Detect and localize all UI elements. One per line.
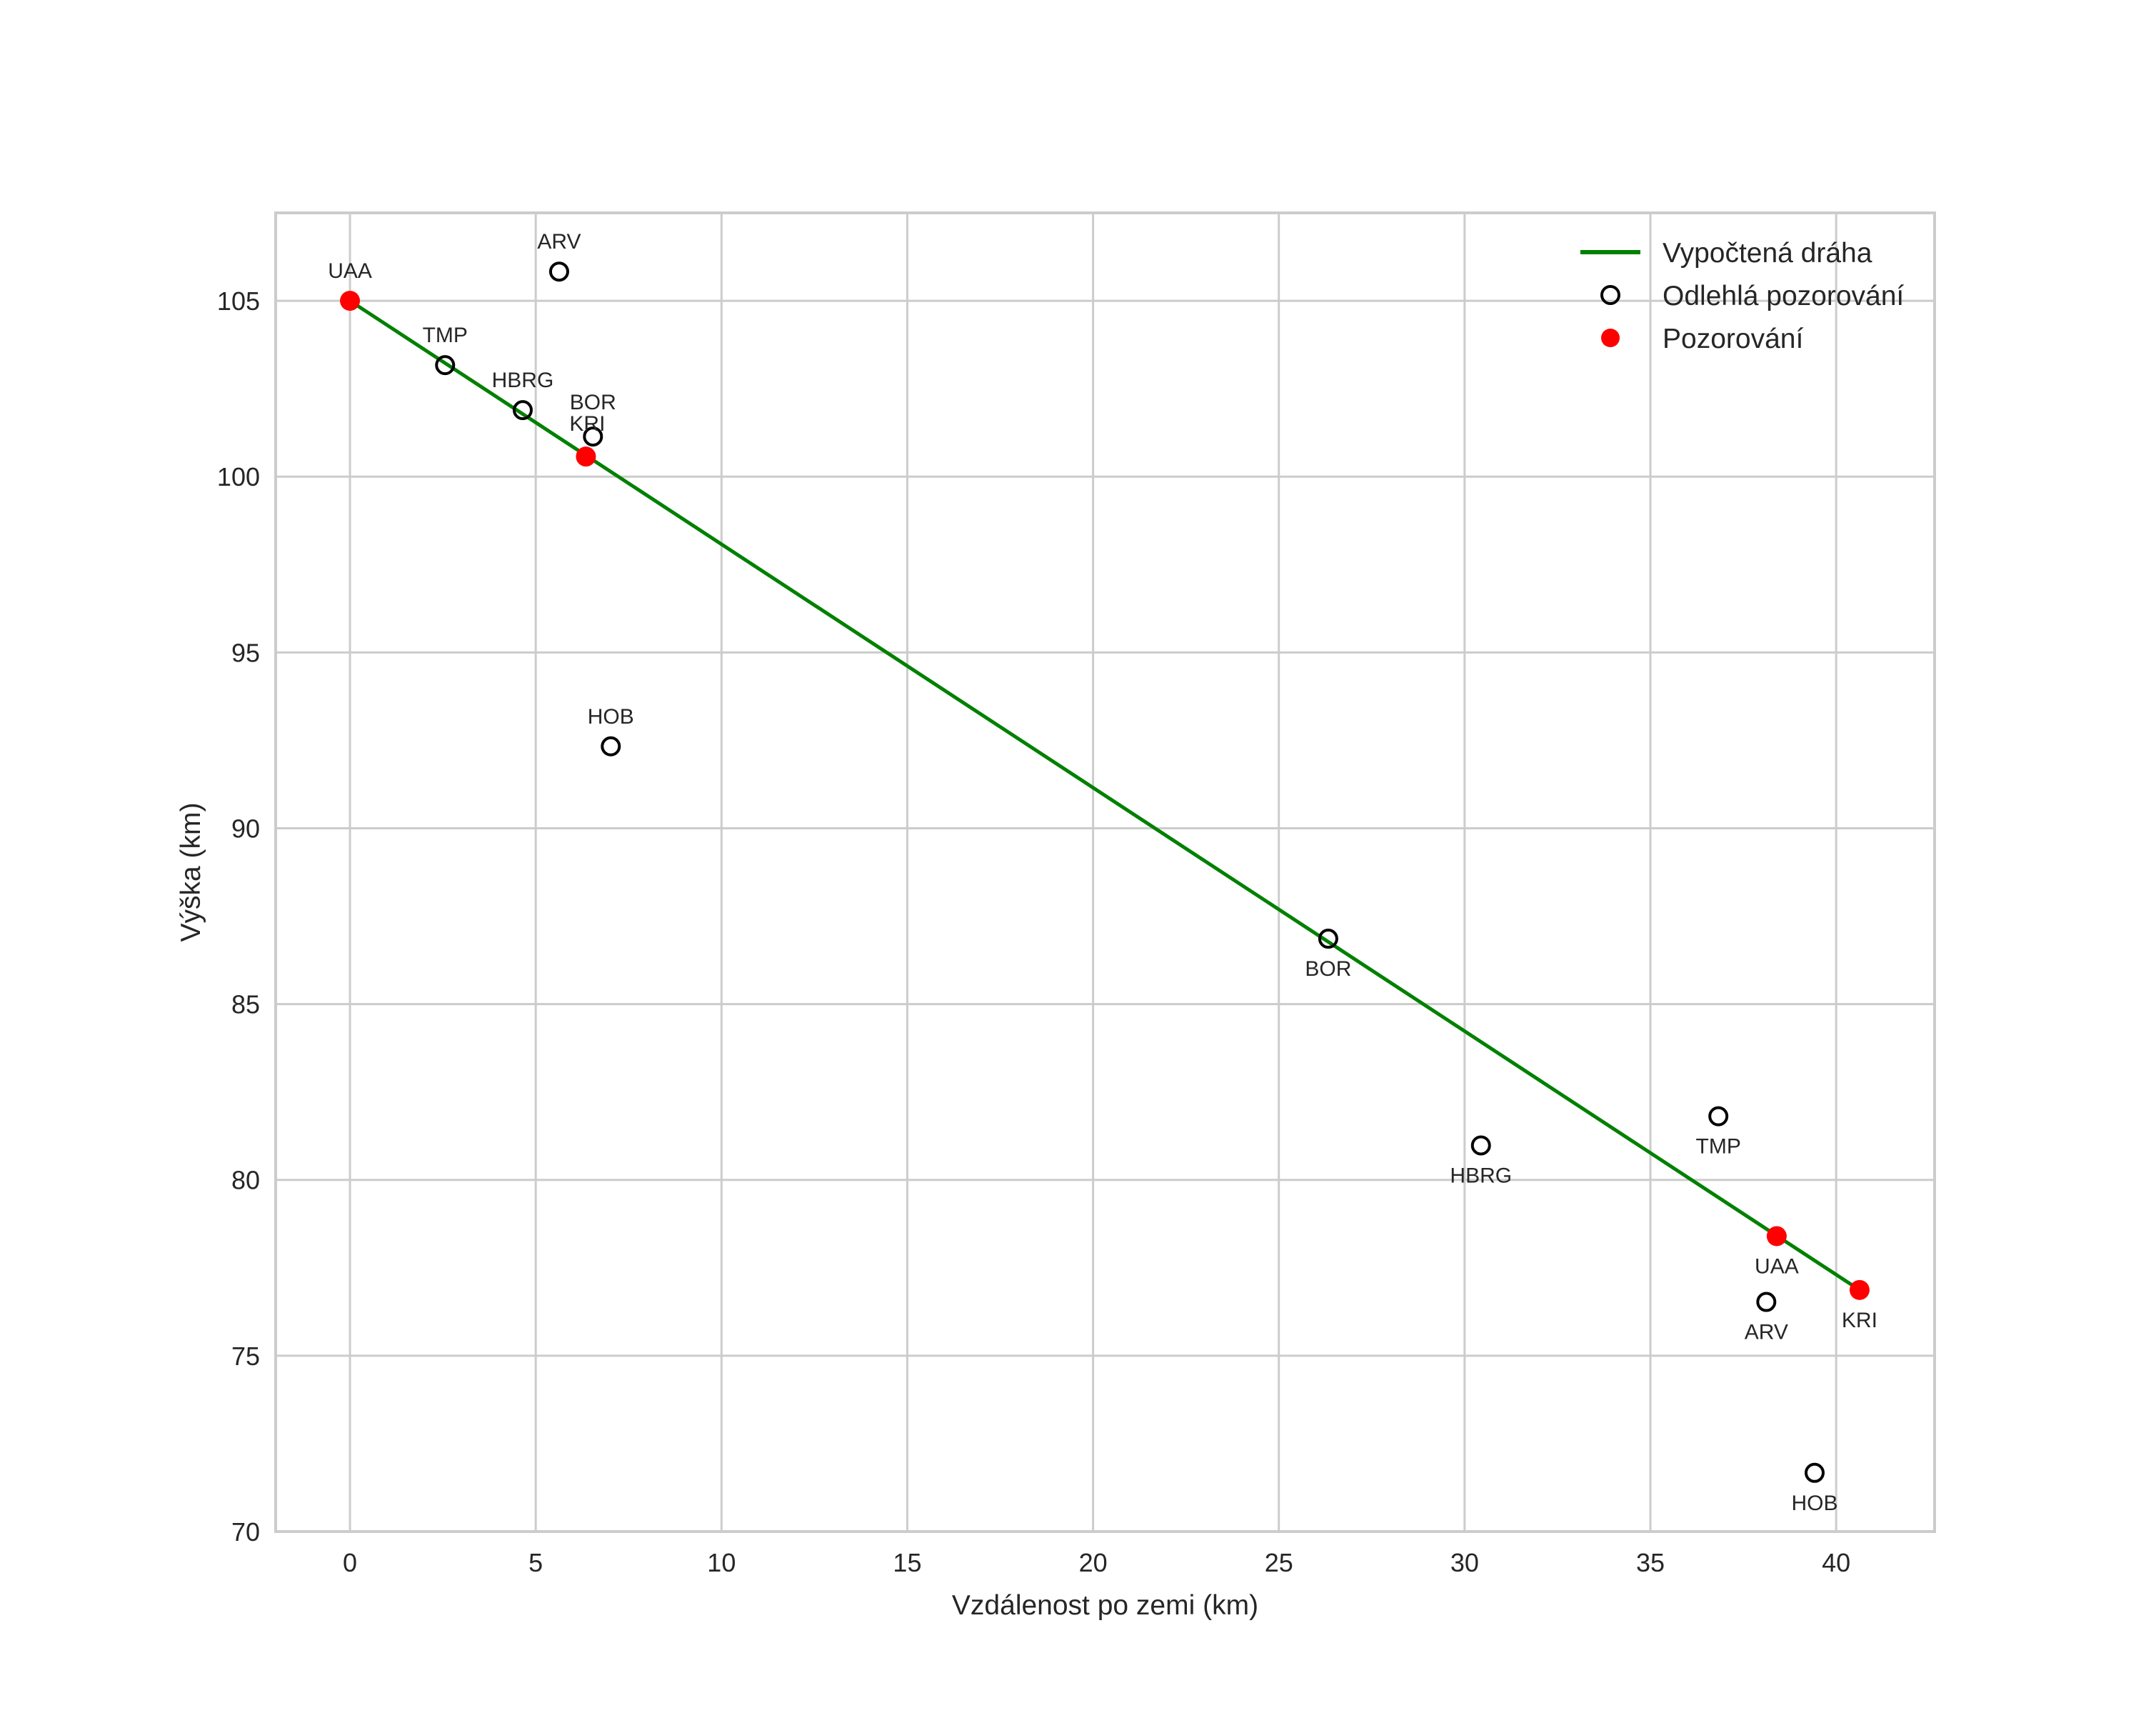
y-tick-label: 75 — [231, 1342, 260, 1371]
outlier-marker — [512, 400, 533, 421]
x-tick-label: 15 — [893, 1548, 921, 1577]
data-series — [340, 261, 1870, 1483]
legend-label-outliers: Odlehlá pozorování — [1663, 281, 1904, 311]
point-label: ARV — [537, 230, 581, 254]
x-tick-label: 40 — [1822, 1548, 1850, 1577]
outlier-marker — [1318, 929, 1338, 949]
point-label: TMP — [1696, 1135, 1741, 1159]
outlier-marker — [1804, 1462, 1825, 1483]
outlier-marker — [1470, 1135, 1491, 1156]
legend-label-computed-path: Vypočtená dráha — [1663, 238, 1872, 269]
point-label: UAA — [1755, 1254, 1799, 1278]
x-tick-label: 35 — [1636, 1548, 1665, 1577]
computed-path-line — [349, 299, 1861, 1292]
point-label: BOR — [570, 391, 616, 414]
x-tick-label: 25 — [1265, 1548, 1293, 1577]
point-label: HOB — [1791, 1492, 1837, 1515]
legend-open-circle-icon — [1600, 285, 1620, 305]
y-tick-label: 95 — [231, 638, 260, 667]
x-tick-label: 0 — [343, 1548, 357, 1577]
point-labels: ARV TMP HBRG BOR HOB BOR HBRG TMP ARV HOB UAA KRI UA… — [328, 230, 1877, 1515]
outlier-marker — [548, 261, 569, 282]
plot-frame — [274, 211, 1936, 1533]
legend: Vypočtená dráha Odlehlá pozorování Pozor… — [1580, 238, 1904, 354]
x-axis-ticks: 0 5 10 15 20 25 30 35 40 — [343, 1548, 1850, 1577]
observation-marker — [1849, 1279, 1870, 1300]
point-label: ARV — [1745, 1321, 1788, 1344]
point-label: HBRG — [492, 369, 554, 392]
y-tick-label: 85 — [231, 990, 260, 1019]
y-tick-label: 80 — [231, 1166, 260, 1195]
point-label: KRI — [1842, 1309, 1877, 1332]
y-tick-label: 70 — [231, 1517, 260, 1547]
grid-lines — [276, 213, 1935, 1533]
observation-marker — [340, 291, 361, 311]
y-tick-label: 90 — [231, 814, 260, 843]
legend-label-observations: Pozorování — [1663, 324, 1803, 354]
observation-marker — [576, 446, 596, 467]
x-tick-label: 10 — [707, 1548, 736, 1577]
outlier-marker — [601, 736, 621, 756]
x-tick-label: 30 — [1450, 1548, 1479, 1577]
y-tick-label: 105 — [217, 286, 260, 316]
outlier-marker — [1756, 1292, 1777, 1312]
y-axis-label: Výška (km) — [176, 803, 206, 942]
x-tick-label: 20 — [1079, 1548, 1108, 1577]
y-axis-ticks: 70 75 80 85 90 95 100 105 — [217, 286, 260, 1547]
point-label: HOB — [588, 705, 634, 729]
point-label: KRI — [569, 412, 605, 436]
point-label: UAA — [328, 259, 372, 283]
y-tick-label: 100 — [217, 462, 260, 491]
x-tick-label: 5 — [528, 1548, 543, 1577]
outlier-marker — [583, 426, 603, 447]
x-axis-label: Vzdálenost po zemi (km) — [952, 1590, 1258, 1621]
outlier-marker — [1708, 1106, 1729, 1127]
point-label: HBRG — [1450, 1164, 1512, 1187]
observation-marker — [1766, 1226, 1787, 1247]
point-label: BOR — [1305, 957, 1351, 981]
point-label: TMP — [423, 324, 468, 347]
legend-filled-circle-icon — [1601, 329, 1620, 347]
outlier-marker — [435, 355, 456, 376]
